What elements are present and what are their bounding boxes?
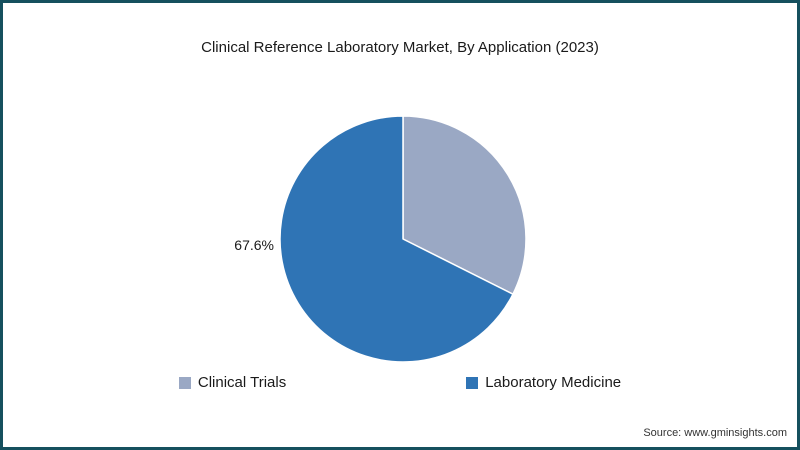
legend-label-clinical-trials: Clinical Trials — [197, 374, 287, 391]
legend-label-laboratory-medicine: Laboratory Medicine — [485, 374, 622, 391]
legend-item-laboratory-medicine: Laboratory Medicine — [466, 374, 621, 391]
pie-slice-laboratory-medicine — [279, 115, 514, 363]
pie-slice-clinical-trials — [402, 115, 527, 295]
legend-item-clinical-trials: Clinical Trials — [178, 374, 287, 391]
legend: Clinical Trials Laboratory Medicine — [3, 374, 797, 391]
pie-chart-area — [279, 115, 527, 363]
chart-title: Clinical Reference Laboratory Market, By… — [201, 39, 599, 56]
pie-chart — [279, 115, 527, 363]
pie-data-label: 67.6% — [234, 237, 274, 253]
source-attribution: Source: www.gminsights.com — [643, 427, 787, 439]
legend-swatch-clinical-trials — [178, 376, 191, 389]
legend-swatch-laboratory-medicine — [466, 376, 479, 389]
